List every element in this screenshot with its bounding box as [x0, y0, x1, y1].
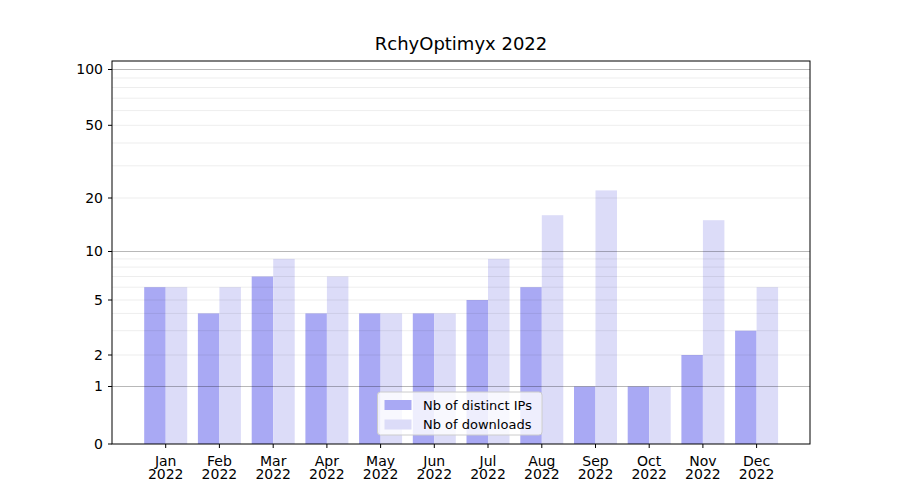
- bar-nb-of-downloads-jan: [166, 287, 188, 444]
- bar-nb-of-downloads-sep: [596, 190, 618, 444]
- x-tick-year-label-aug: 2022: [524, 466, 560, 482]
- bar-nb-of-downloads-oct: [649, 387, 671, 445]
- x-tick-year-label-jul: 2022: [470, 466, 506, 482]
- bar-nb-of-distinct-ips-apr: [305, 313, 327, 444]
- bar-nb-of-distinct-ips-dec: [735, 331, 757, 444]
- x-tick-year-label-oct: 2022: [631, 466, 667, 482]
- y-tick-label-0: 0: [94, 436, 103, 452]
- bar-nb-of-downloads-aug: [542, 215, 564, 444]
- x-tick-year-label-jun: 2022: [416, 466, 452, 482]
- chart-figure: 0125102050100Jan2022Feb2022Mar2022Apr202…: [0, 0, 900, 500]
- y-tick-label-20: 20: [85, 190, 103, 206]
- bar-nb-of-distinct-ips-mar: [252, 277, 274, 445]
- x-tick-year-label-feb: 2022: [202, 466, 238, 482]
- y-tick-label-10: 10: [85, 243, 103, 259]
- bar-nb-of-distinct-ips-oct: [628, 387, 650, 445]
- bar-nb-of-downloads-mar: [273, 259, 295, 444]
- x-tick-year-label-sep: 2022: [578, 466, 614, 482]
- bar-nb-of-downloads-feb: [219, 287, 241, 444]
- y-tick-label-1: 1: [94, 378, 103, 394]
- x-tick-year-label-dec: 2022: [739, 466, 775, 482]
- legend-swatch-nb-of-downloads: [385, 420, 412, 430]
- x-tick-year-label-mar: 2022: [255, 466, 291, 482]
- bar-nb-of-distinct-ips-sep: [574, 387, 596, 445]
- legend-swatch-nb-of-distinct-ips: [385, 400, 412, 410]
- x-tick-year-label-nov: 2022: [685, 466, 721, 482]
- chart-title: RchyOptimyx 2022: [375, 33, 548, 54]
- x-tick-year-label-may: 2022: [363, 466, 399, 482]
- bar-nb-of-distinct-ips-jan: [144, 287, 166, 444]
- bar-chart: 0125102050100Jan2022Feb2022Mar2022Apr202…: [0, 0, 900, 500]
- legend-label-nb-of-downloads: Nb of downloads: [423, 417, 532, 432]
- legend: Nb of distinct IPs Nb of downloads: [378, 392, 543, 435]
- y-tick-label-100: 100: [76, 61, 103, 77]
- x-tick-year-label-jan: 2022: [148, 466, 184, 482]
- bar-nb-of-downloads-dec: [757, 287, 779, 444]
- y-tick-label-5: 5: [94, 292, 103, 308]
- y-tick-label-50: 50: [85, 117, 103, 133]
- y-tick-label-2: 2: [94, 347, 103, 363]
- bar-nb-of-downloads-nov: [703, 220, 725, 444]
- x-tick-year-label-apr: 2022: [309, 466, 345, 482]
- bar-nb-of-downloads-apr: [327, 277, 349, 445]
- bar-nb-of-distinct-ips-feb: [198, 313, 220, 444]
- bar-nb-of-distinct-ips-nov: [681, 355, 703, 444]
- legend-label-nb-of-distinct-ips: Nb of distinct IPs: [423, 398, 532, 413]
